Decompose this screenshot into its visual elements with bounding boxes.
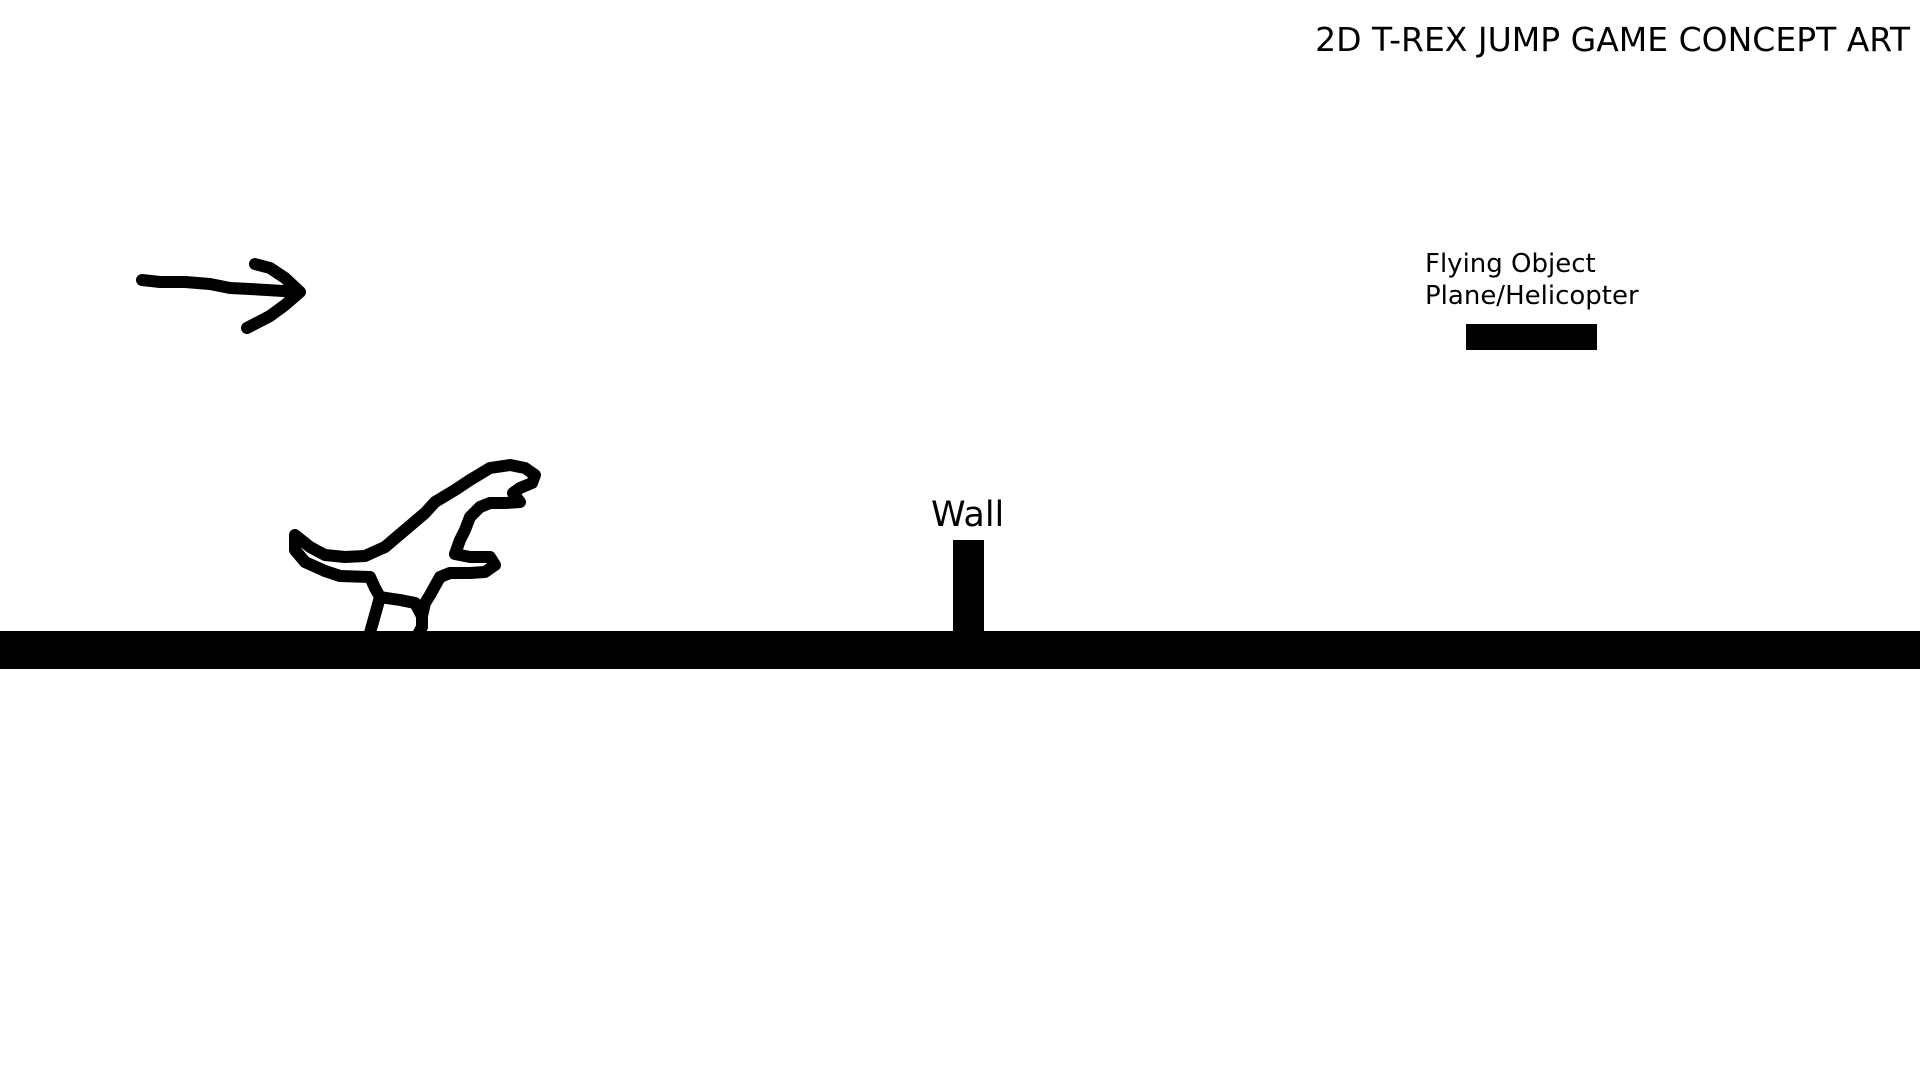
flying-object-obstacle [1466, 324, 1597, 350]
right-arrow-icon [136, 258, 306, 334]
wall-label: Wall [931, 495, 1005, 535]
page-title: 2D T-REX JUMP GAME CONCEPT ART [1315, 20, 1910, 59]
ground-platform [0, 631, 1920, 669]
t-rex-dinosaur-icon [289, 459, 541, 640]
flying-object-label-line1: Flying Object [1425, 249, 1596, 279]
flying-object-label: Flying Object Plane/Helicopter [1425, 248, 1639, 312]
wall-obstacle [953, 540, 984, 633]
flying-object-label-line2: Plane/Helicopter [1425, 281, 1639, 311]
